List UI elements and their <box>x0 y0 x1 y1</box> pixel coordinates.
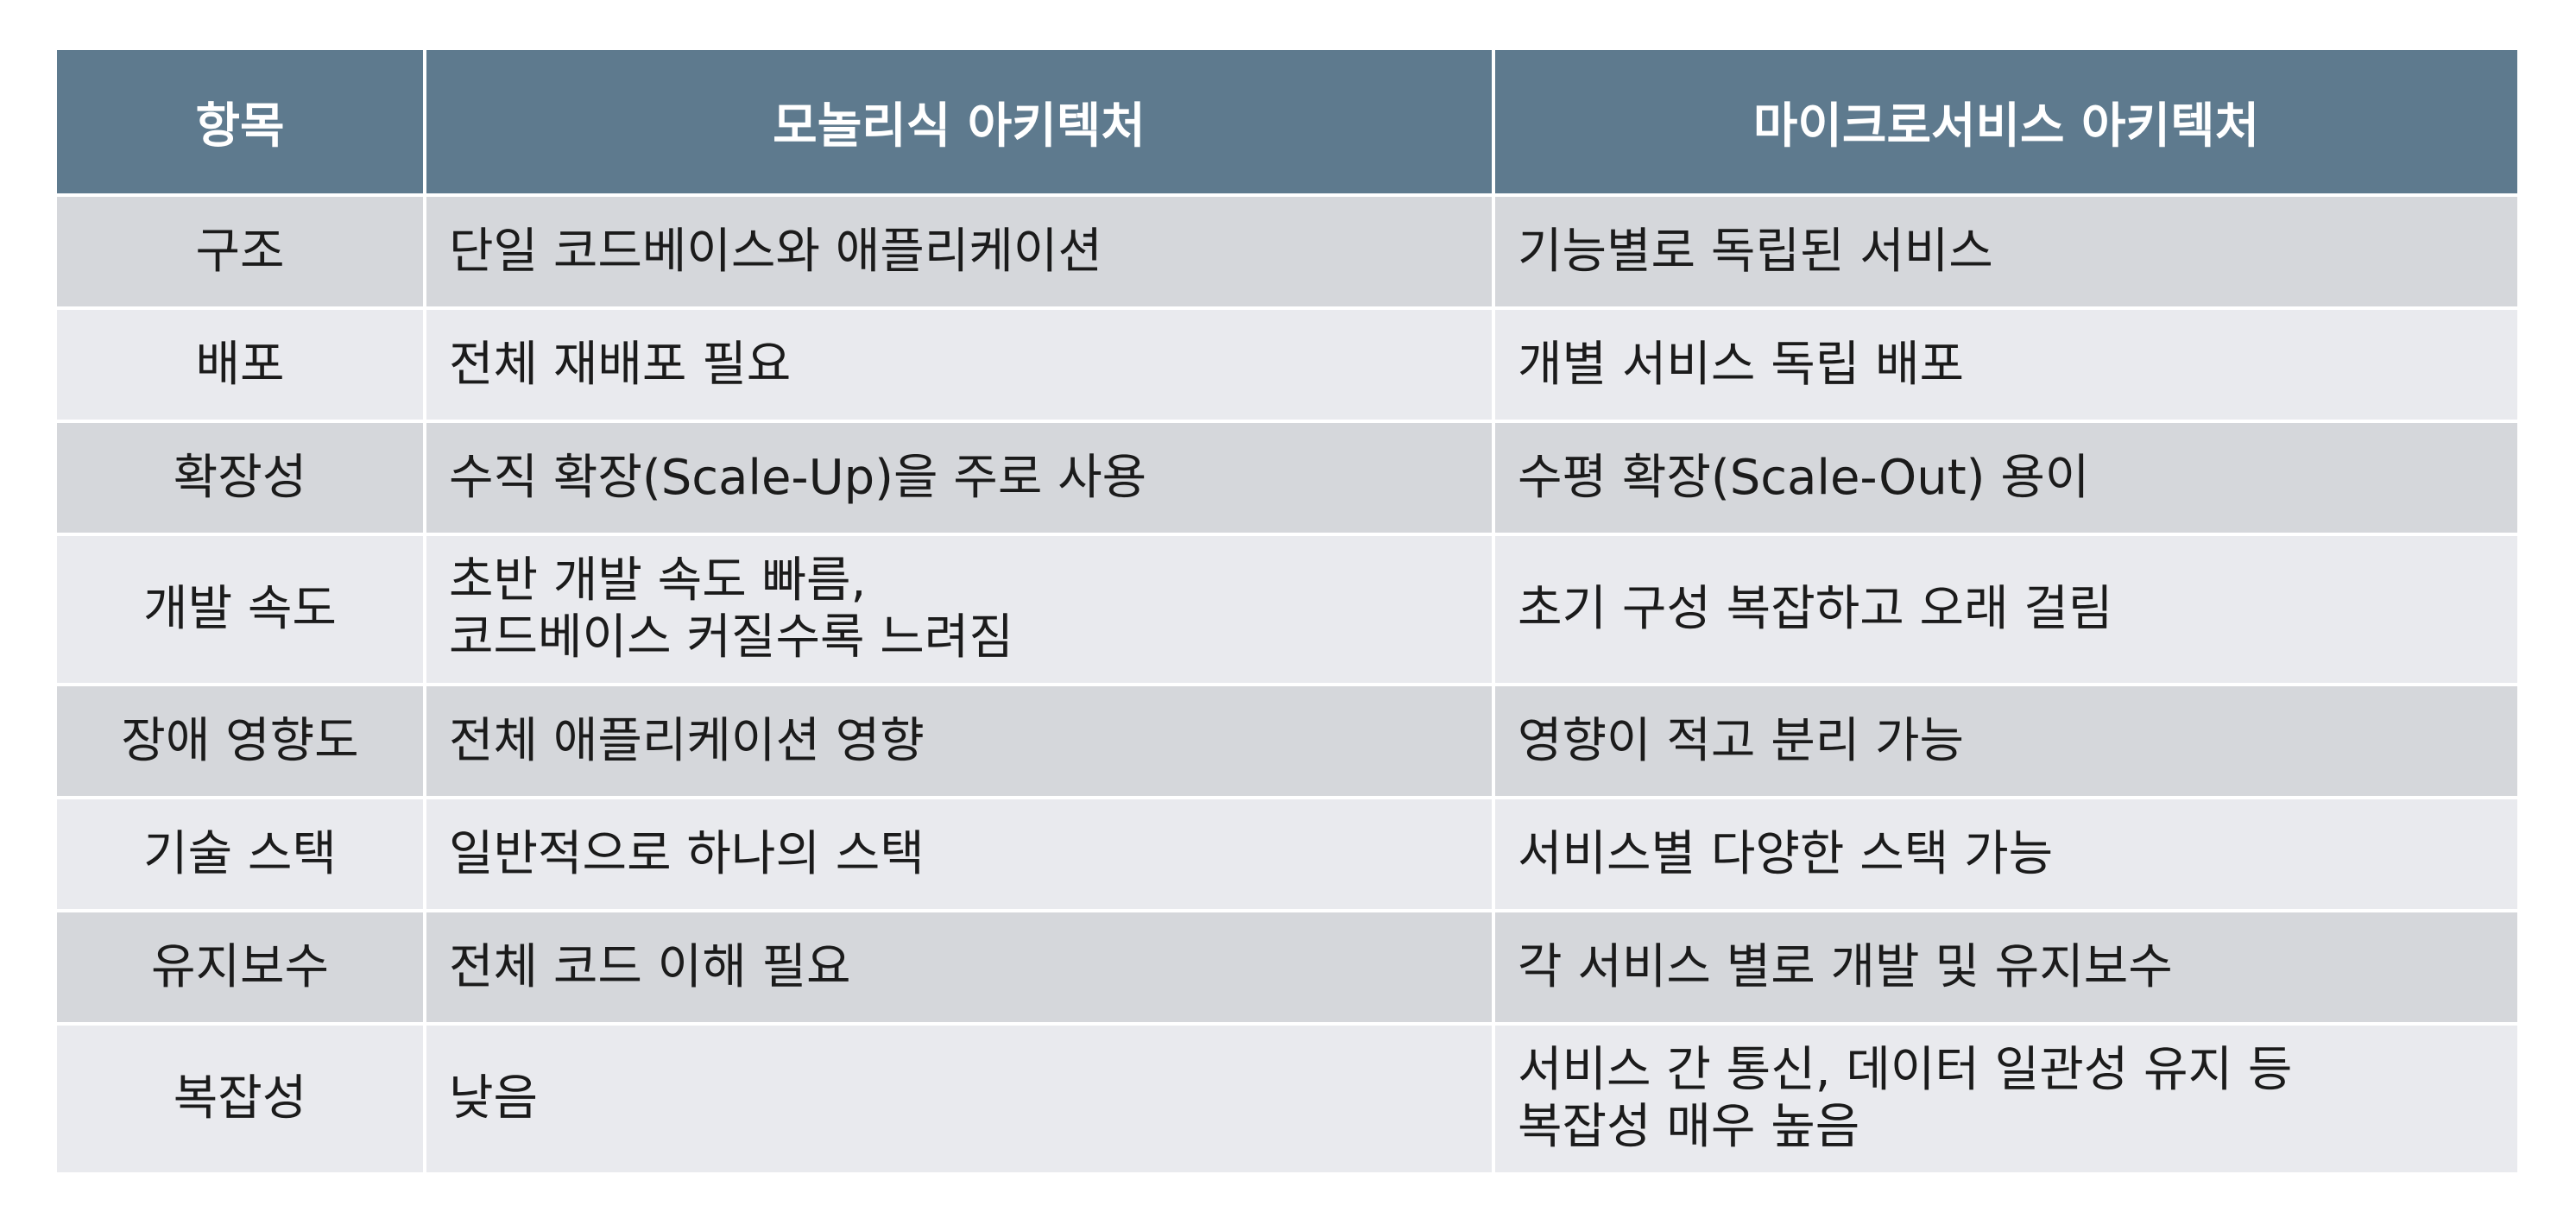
microservices-cell: 서비스별 다양한 스택 가능 <box>1492 796 2521 912</box>
microservices-cell: 서비스 간 통신, 데이터 일관성 유지 등 복잡성 매우 높음 <box>1492 1022 2521 1176</box>
table-row: 확장성 수직 확장(Scale-Up)을 주로 사용 수평 확장(Scale-O… <box>54 420 2521 536</box>
table-row: 유지보수 전체 코드 이해 필요 각 서비스 별로 개발 및 유지보수 <box>54 909 2521 1026</box>
cell-line: 서비스 간 통신, 데이터 일관성 유지 등 <box>1518 1042 2293 1098</box>
monolithic-cell: 낮음 <box>423 1022 1495 1176</box>
monolithic-cell: 수직 확장(Scale-Up)을 주로 사용 <box>423 420 1495 536</box>
table-header-row: 항목 모놀리식 아키텍처 마이크로서비스 아키텍처 <box>54 47 2521 197</box>
header-microservices: 마이크로서비스 아키텍처 <box>1492 47 2521 197</box>
header-item: 항목 <box>54 47 426 197</box>
monolithic-cell: 일반적으로 하나의 스택 <box>423 796 1495 912</box>
row-item-label: 구조 <box>54 193 426 310</box>
architecture-comparison-table: 항목 모놀리식 아키텍처 마이크로서비스 아키텍처 구조 단일 코드베이스와 애… <box>54 47 2521 1176</box>
row-item-label: 확장성 <box>54 420 426 536</box>
cell-line: 초반 개발 속도 빠름, <box>449 552 867 609</box>
microservices-cell: 개별 서비스 독립 배포 <box>1492 306 2521 423</box>
monolithic-cell: 전체 애플리케이션 영향 <box>423 683 1495 799</box>
row-item-label: 유지보수 <box>54 909 426 1026</box>
table-row: 구조 단일 코드베이스와 애플리케이션 기능별로 독립된 서비스 <box>54 193 2521 310</box>
comparison-table-container: 항목 모놀리식 아키텍처 마이크로서비스 아키텍처 구조 단일 코드베이스와 애… <box>54 47 2521 1176</box>
table-row: 기술 스택 일반적으로 하나의 스택 서비스별 다양한 스택 가능 <box>54 796 2521 912</box>
row-item-label: 장애 영향도 <box>54 683 426 799</box>
monolithic-cell: 전체 코드 이해 필요 <box>423 909 1495 1026</box>
table-row: 장애 영향도 전체 애플리케이션 영향 영향이 적고 분리 가능 <box>54 683 2521 799</box>
table-row: 개발 속도 초반 개발 속도 빠름, 코드베이스 커질수록 느려짐 초기 구성 … <box>54 533 2521 686</box>
microservices-cell: 각 서비스 별로 개발 및 유지보수 <box>1492 909 2521 1026</box>
microservices-cell: 영향이 적고 분리 가능 <box>1492 683 2521 799</box>
monolithic-cell: 초반 개발 속도 빠름, 코드베이스 커질수록 느려짐 <box>423 533 1495 686</box>
row-item-label: 개발 속도 <box>54 533 426 686</box>
microservices-cell: 기능별로 독립된 서비스 <box>1492 193 2521 310</box>
cell-line: 복잡성 매우 높음 <box>1518 1099 1860 1155</box>
row-item-label: 배포 <box>54 306 426 423</box>
monolithic-cell: 단일 코드베이스와 애플리케이션 <box>423 193 1495 310</box>
microservices-cell: 초기 구성 복잡하고 오래 걸림 <box>1492 533 2521 686</box>
row-item-label: 복잡성 <box>54 1022 426 1176</box>
header-monolithic: 모놀리식 아키텍처 <box>423 47 1495 197</box>
monolithic-cell: 전체 재배포 필요 <box>423 306 1495 423</box>
cell-line: 코드베이스 커질수록 느려짐 <box>449 609 1013 666</box>
microservices-cell: 수평 확장(Scale-Out) 용이 <box>1492 420 2521 536</box>
table-row: 복잡성 낮음 서비스 간 통신, 데이터 일관성 유지 등 복잡성 매우 높음 <box>54 1022 2521 1176</box>
row-item-label: 기술 스택 <box>54 796 426 912</box>
table-row: 배포 전체 재배포 필요 개별 서비스 독립 배포 <box>54 306 2521 423</box>
